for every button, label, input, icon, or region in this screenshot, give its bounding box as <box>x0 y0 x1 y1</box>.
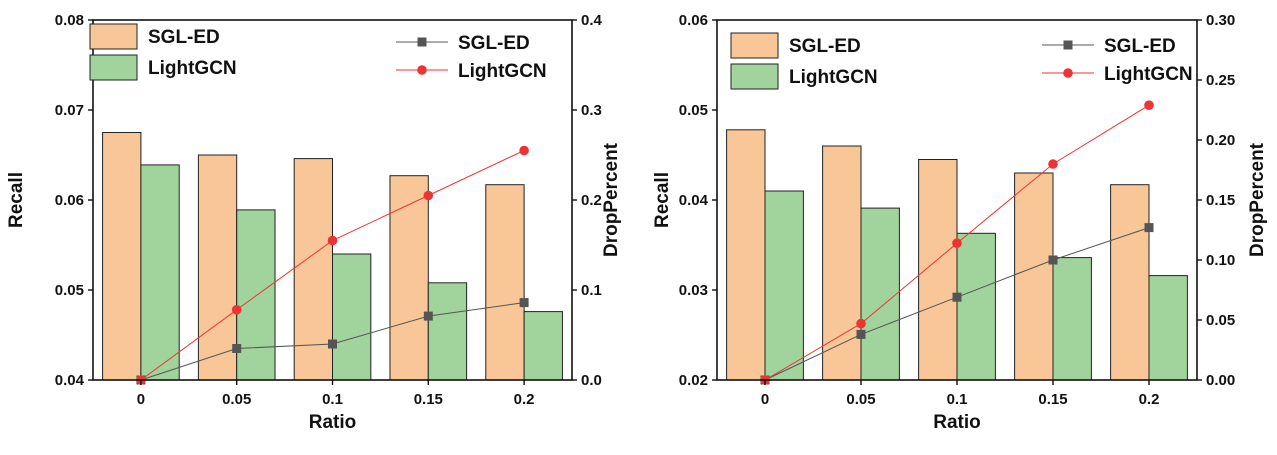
legend-label-line-0: SGL-ED <box>458 33 530 54</box>
point-lightgcn-2 <box>327 235 338 246</box>
x-axis-title: Ratio <box>309 412 357 433</box>
legend-marker-0 <box>1063 40 1073 50</box>
point-lightgcn-4 <box>519 145 529 156</box>
bar-sgl-ed-0 <box>102 132 142 381</box>
point-lightgcn-1 <box>856 318 866 329</box>
bar-lightgcn-2 <box>332 253 372 381</box>
y2-tick-label-4: 0.4 <box>581 12 603 29</box>
bar-sgl-ed-4 <box>1110 184 1150 381</box>
x-tick-label-0: 0 <box>761 391 769 408</box>
bar-lightgcn-3 <box>1052 257 1092 381</box>
y2-tick-label-1: 0.05 <box>1206 312 1235 329</box>
y-tick-label-3: 0.07 <box>55 102 84 119</box>
bar-lightgcn-4 <box>523 311 563 381</box>
y-tick-label-2: 0.04 <box>679 192 709 209</box>
point-sgl-ed-3 <box>1048 255 1058 265</box>
point-lightgcn-3 <box>423 190 434 201</box>
y-tick-label-0: 0.02 <box>679 372 708 389</box>
point-sgl-ed-4 <box>1144 223 1154 233</box>
y2-tick-label-3: 0.3 <box>581 102 602 119</box>
legend-bars: SGL-ED LightGCN <box>730 32 878 90</box>
legend-label-bar-1: LightGCN <box>148 58 237 79</box>
point-lightgcn-1 <box>231 305 242 315</box>
y2-tick-label-4: 0.20 <box>1206 132 1235 149</box>
legend-label-bar-0: SGL-ED <box>789 36 861 57</box>
x-tick-label-2: 0.1 <box>947 391 968 408</box>
bar-lightgcn-4 <box>1148 275 1188 381</box>
y-axis-title: Recall <box>652 172 673 228</box>
legend-lines: SGL-ED LightGCN <box>396 33 547 82</box>
legend-label-line-1: LightGCN <box>458 61 547 82</box>
legend-swatch-lightgcn <box>730 63 779 90</box>
point-sgl-ed-1 <box>856 329 866 339</box>
bar-sgl-ed-1 <box>197 154 238 381</box>
point-sgl-ed-4 <box>519 298 529 308</box>
x-tick-label-3: 0.15 <box>1038 391 1067 408</box>
bar-lightgcn-0 <box>140 164 180 381</box>
y-tick-label-4: 0.06 <box>679 12 708 29</box>
y2-axis-title: DropPercent <box>1247 142 1268 257</box>
bar-lightgcn-2 <box>956 232 996 381</box>
legend-label-bar-1: LightGCN <box>789 67 878 88</box>
legend-marker-1 <box>1063 68 1073 78</box>
point-lightgcn-3 <box>1048 159 1058 169</box>
legend-swatch-sgl-ed <box>730 32 779 59</box>
legend-marker-0 <box>417 37 427 47</box>
y-tick-label-0: 0.04 <box>55 372 85 389</box>
legend-marker-1 <box>417 65 427 75</box>
legend-swatch-sgl-ed <box>89 23 138 50</box>
legend-swatch-lightgcn <box>89 54 138 81</box>
bar-sgl-ed-3 <box>389 175 429 381</box>
x-tick-label-4: 0.2 <box>514 391 535 408</box>
x-axis-title: Ratio <box>933 412 981 433</box>
x-tick-label-1: 0.05 <box>846 391 875 408</box>
y2-tick-label-0: 0.0 <box>581 372 602 389</box>
x-tick-label-1: 0.05 <box>222 391 251 408</box>
bar-sgl-ed-4 <box>485 184 525 381</box>
chart-1: 0.04 0.05 0.06 0.07 0.08 0.0 0.1 0.2 0.3 0.4 0 0.05… <box>6 12 622 433</box>
y-tick-label-4: 0.08 <box>55 12 84 29</box>
y2-tick-label-2: 0.2 <box>581 192 602 209</box>
bar-lightgcn-1 <box>860 207 900 381</box>
legend-lines: SGL-ED LightGCN <box>1042 36 1193 85</box>
bar-sgl-ed-2 <box>918 159 958 381</box>
y2-tick-label-5: 0.25 <box>1206 72 1235 89</box>
x-tick-label-2: 0.1 <box>322 391 343 408</box>
x-tick-label-3: 0.15 <box>414 391 443 408</box>
y2-tick-label-2: 0.10 <box>1206 252 1235 269</box>
chart-2: 0.020.030.040.050.060.000.050.100.150.20… <box>652 12 1268 433</box>
x-tick-label-0: 0 <box>137 391 145 408</box>
bar-sgl-ed-2 <box>293 158 333 381</box>
bar-sgl-ed-0 <box>726 129 766 381</box>
y2-tick-label-1: 0.1 <box>581 282 602 299</box>
point-sgl-ed-2 <box>952 292 962 302</box>
bar-sgl-ed-1 <box>822 145 862 381</box>
legend-label-bar-0: SGL-ED <box>148 27 220 48</box>
y2-axis-title: DropPercent <box>601 142 622 257</box>
point-lightgcn-4 <box>1144 100 1154 110</box>
point-lightgcn-2 <box>952 238 962 248</box>
y-tick-label-2: 0.06 <box>55 192 84 209</box>
y2-tick-label-6: 0.30 <box>1206 12 1235 29</box>
legend-label-line-1: LightGCN <box>1104 64 1193 85</box>
legend-bars: SGL-ED LightGCN <box>89 23 237 81</box>
point-sgl-ed-3 <box>423 311 433 321</box>
bar-lightgcn-1 <box>236 209 276 381</box>
point-sgl-ed-2 <box>328 339 337 349</box>
y-tick-label-3: 0.05 <box>679 102 708 119</box>
bar-lightgcn-0 <box>764 190 804 381</box>
bar-lightgcn-3 <box>427 282 468 381</box>
point-sgl-ed-1 <box>232 344 242 353</box>
x-tick-label-4: 0.2 <box>1139 391 1160 408</box>
y2-tick-label-0: 0.00 <box>1206 372 1235 389</box>
y-tick-label-1: 0.05 <box>55 282 84 299</box>
y2-tick-label-3: 0.15 <box>1206 192 1235 209</box>
y-tick-label-1: 0.03 <box>679 282 708 299</box>
legend-label-line-0: SGL-ED <box>1104 36 1176 57</box>
bar-sgl-ed-3 <box>1014 172 1054 381</box>
y-axis-title: Recall <box>6 172 27 228</box>
